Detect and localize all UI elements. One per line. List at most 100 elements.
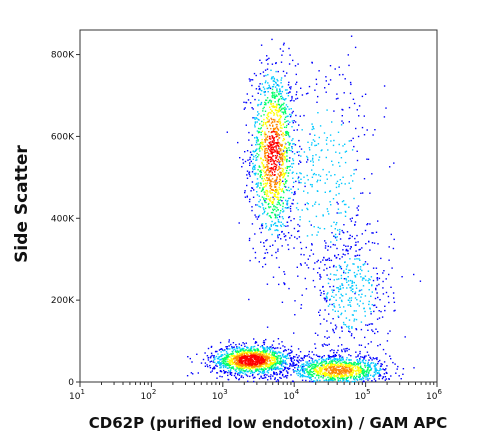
scatter-point: [248, 171, 251, 173]
scatter-point: [227, 370, 230, 372]
scatter-point: [344, 374, 346, 376]
scatter-point: [309, 255, 311, 257]
scatter-point: [333, 305, 335, 307]
scatter-point: [284, 283, 286, 285]
scatter-point: [259, 355, 261, 357]
scatter-point: [266, 283, 269, 285]
scatter-point: [209, 367, 212, 369]
scatter-point: [282, 44, 285, 46]
scatter-point: [292, 361, 294, 363]
scatter-point: [341, 120, 343, 122]
scatter-point: [334, 354, 336, 356]
scatter-point: [374, 369, 377, 372]
scatter-point: [326, 293, 328, 295]
scatter-point: [256, 186, 258, 188]
scatter-point: [413, 273, 415, 276]
scatter-point: [351, 333, 353, 335]
scatter-point: [334, 368, 336, 371]
scatter-point: [344, 362, 347, 364]
scatter-point: [329, 378, 332, 380]
scatter-point: [317, 143, 320, 145]
scatter-point: [227, 360, 229, 363]
scatter-point: [364, 93, 367, 95]
scatter-point: [305, 288, 308, 290]
scatter-point: [285, 179, 288, 182]
scatter-point: [364, 366, 367, 368]
scatter-point: [214, 356, 216, 359]
scatter-point: [276, 176, 278, 178]
scatter-point: [348, 363, 350, 365]
scatter-point: [264, 200, 266, 202]
scatter-point: [269, 171, 271, 173]
scatter-point: [275, 359, 278, 361]
scatter-point: [275, 357, 277, 360]
scatter-point: [352, 369, 354, 371]
scatter-point: [322, 214, 324, 216]
scatter-point: [242, 351, 244, 353]
scatter-point: [345, 249, 348, 251]
scatter-point: [271, 192, 273, 194]
scatter-point: [267, 82, 269, 84]
scatter-point: [259, 364, 262, 366]
scatter-point: [238, 351, 240, 353]
scatter-point: [240, 369, 242, 371]
scatter-point: [282, 70, 285, 73]
scatter-point: [319, 275, 321, 277]
scatter-point: [358, 254, 361, 257]
scatter-point: [360, 368, 362, 371]
scatter-point: [287, 248, 290, 251]
scatter-point: [235, 364, 238, 367]
scatter-point: [310, 364, 312, 366]
scatter-point: [373, 374, 375, 376]
scatter-point: [259, 358, 261, 360]
scatter-point: [268, 202, 270, 205]
scatter-point: [254, 350, 256, 352]
scatter-point: [267, 360, 269, 362]
scatter-point: [283, 271, 285, 273]
scatter-point: [274, 142, 276, 144]
scatter-point: [235, 344, 237, 346]
scatter-point: [280, 352, 282, 354]
scatter-point: [325, 370, 327, 372]
scatter-point: [265, 122, 267, 124]
scatter-point: [362, 264, 365, 266]
scatter-point: [274, 94, 276, 96]
scatter-point: [263, 178, 265, 180]
scatter-point: [227, 371, 229, 374]
scatter-point: [334, 174, 336, 176]
scatter-point: [376, 284, 378, 287]
scatter-point: [333, 366, 336, 368]
scatter-point: [336, 351, 338, 354]
scatter-point: [273, 371, 275, 373]
scatter-point: [269, 185, 271, 187]
scatter-point: [342, 358, 344, 360]
scatter-point: [368, 371, 370, 374]
scatter-point: [278, 168, 280, 171]
scatter-point: [360, 328, 363, 331]
scatter-point: [275, 190, 277, 192]
scatter-point: [265, 364, 267, 366]
scatter-point: [237, 372, 240, 374]
scatter-point: [270, 365, 272, 367]
scatter-point: [269, 376, 272, 378]
scatter-point: [290, 219, 292, 222]
scatter-point: [359, 375, 361, 377]
scatter-point: [271, 171, 273, 174]
scatter-point: [253, 151, 255, 153]
scatter-point: [369, 366, 371, 368]
scatter-point: [352, 364, 354, 366]
scatter-point: [326, 365, 328, 367]
scatter-point: [307, 258, 309, 260]
scatter-point: [269, 156, 272, 158]
scatter-point: [279, 148, 281, 150]
scatter-point: [263, 370, 265, 372]
scatter-point: [354, 378, 356, 380]
scatter-point: [272, 361, 274, 364]
scatter-point: [267, 87, 269, 90]
scatter-point: [280, 145, 283, 147]
scatter-point: [262, 371, 265, 373]
scatter-point: [273, 161, 275, 163]
scatter-point: [295, 207, 298, 209]
scatter-point: [304, 372, 306, 374]
scatter-point: [357, 367, 359, 370]
